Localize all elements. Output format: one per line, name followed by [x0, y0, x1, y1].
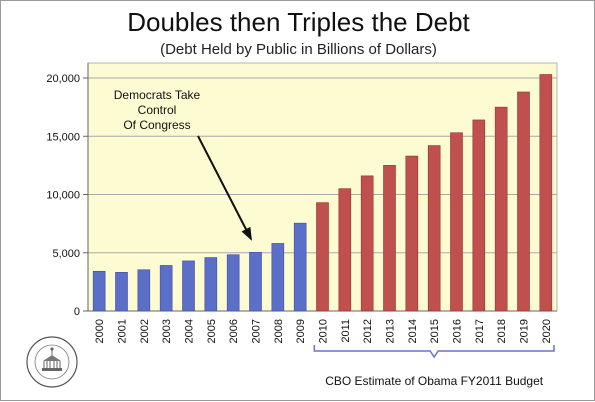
y-tick-label: 10,000: [46, 190, 80, 202]
bar-2020: [539, 74, 553, 312]
bar-2017: [472, 119, 486, 312]
x-tick-label: 2002: [139, 319, 151, 343]
x-tick-label: 2007: [251, 319, 263, 343]
bar-2001: [115, 272, 128, 312]
bar-2019: [517, 91, 530, 312]
x-tick-label: 2016: [452, 319, 464, 343]
bar-2004: [182, 260, 195, 312]
bar-2012: [360, 175, 374, 312]
bar-2013: [383, 165, 396, 312]
x-tick-label: 2003: [161, 319, 173, 343]
chart-subtitle: (Debt Held by Public in Billions of Doll…: [160, 41, 437, 58]
bar-2014: [405, 155, 419, 312]
bar-2009: [293, 222, 307, 312]
x-tick-label: 2020: [541, 319, 553, 343]
x-tick-label: 2001: [117, 319, 129, 343]
projection-label: CBO Estimate of Obama FY2011 Budget: [325, 374, 544, 388]
bar-2018: [494, 106, 508, 312]
x-tick-label: 2005: [206, 319, 218, 343]
projection-bracket: [313, 345, 555, 359]
x-tick-label: 2019: [519, 319, 531, 343]
x-tick-label: 2011: [340, 319, 352, 343]
x-tick-label: 2013: [385, 319, 397, 343]
x-tick-label: 2000: [94, 319, 106, 343]
x-tick-label: 2015: [429, 319, 441, 343]
y-tick-label: 0: [74, 306, 80, 318]
bar-2005: [204, 257, 218, 312]
y-tick-label: 5,000: [52, 248, 80, 260]
x-tick-label: 2006: [228, 319, 240, 343]
bar-2002: [137, 269, 151, 312]
bar-2011: [338, 188, 352, 312]
bar-2007: [249, 251, 262, 312]
bar-2016: [450, 132, 463, 312]
bar-2000: [92, 270, 106, 312]
x-tick-label: 2009: [295, 319, 307, 343]
annotation-arrow: [197, 135, 252, 240]
bar-2006: [226, 254, 240, 312]
x-tick-label: 2017: [474, 319, 486, 343]
bar-2008: [271, 243, 285, 312]
annotation-line: Democrats Take: [114, 88, 201, 102]
y-tick-label: 20,000: [46, 73, 80, 85]
annotation-line: Control: [138, 103, 177, 117]
annotation-line: Of Congress: [123, 118, 190, 132]
x-tick-label: 2010: [318, 319, 330, 343]
x-tick-label: 2004: [184, 319, 196, 343]
chart-title: Doubles then Triples the Debt: [127, 7, 470, 37]
x-tick-label: 2012: [362, 319, 374, 343]
bar-2010: [316, 202, 329, 312]
bar-2003: [159, 265, 173, 312]
x-tick-label: 2014: [407, 319, 419, 343]
x-tick-label: 2008: [273, 319, 285, 343]
annotation-arrowhead: [241, 226, 252, 241]
bar-2015: [427, 145, 441, 312]
x-tick-label: 2018: [496, 319, 508, 343]
y-tick-label: 15,000: [46, 131, 80, 143]
budget-committee-seal-icon: [26, 336, 78, 388]
